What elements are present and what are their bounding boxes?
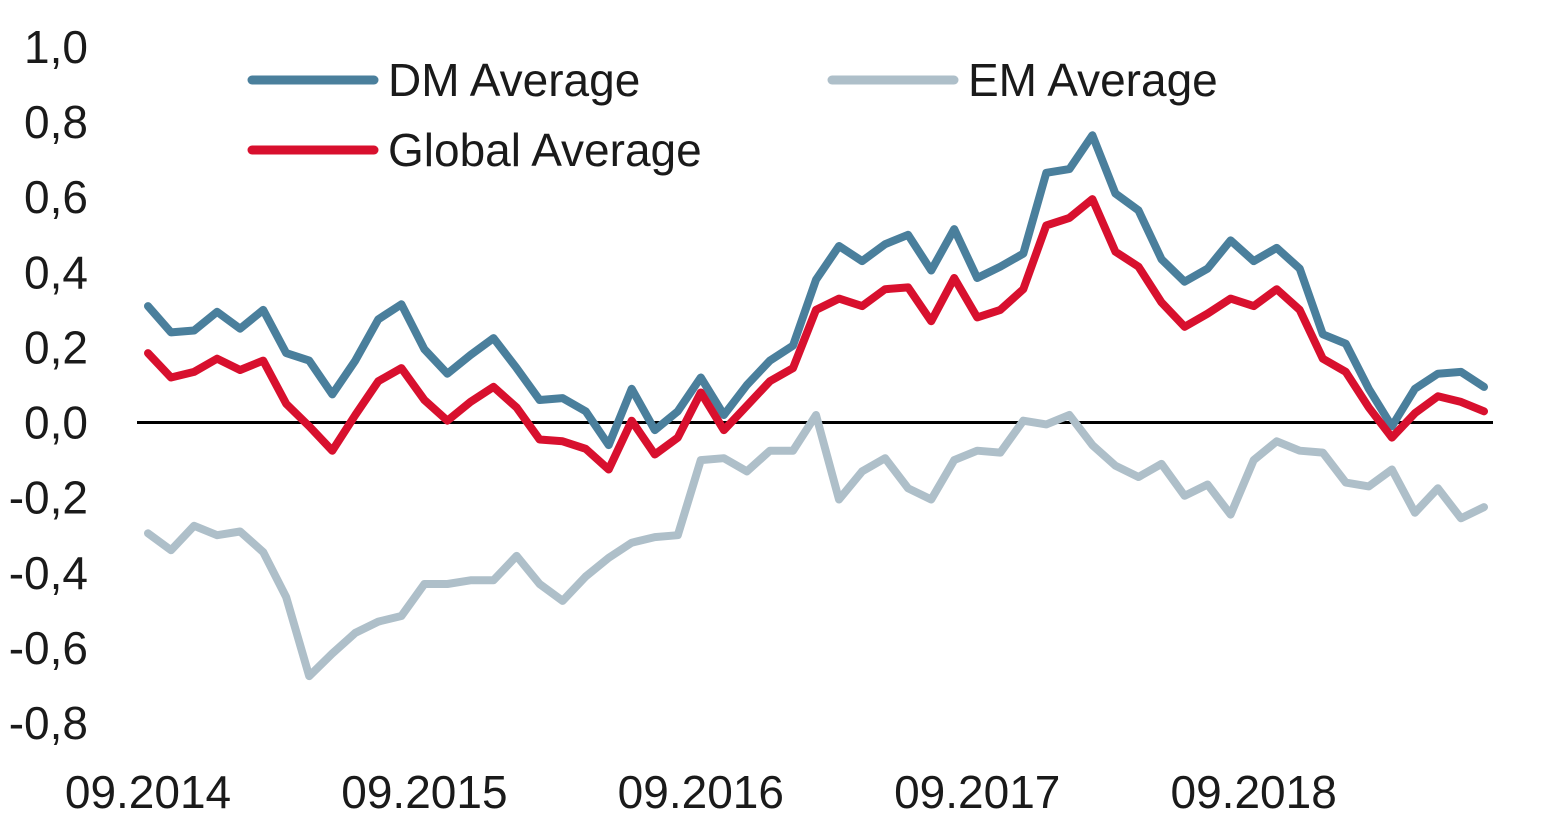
legend: DM Average EM Average Global Average <box>247 54 1218 176</box>
x-tick-label: 09.2016 <box>618 766 784 818</box>
y-tick-label: 1,0 <box>24 21 88 73</box>
y-tick-label: 0,6 <box>24 171 88 223</box>
x-tick-label: 09.2015 <box>341 766 507 818</box>
x-tick-label: 09.2017 <box>894 766 1060 818</box>
legend-label-dm-average: DM Average <box>388 54 640 106</box>
series-lines <box>144 131 1488 681</box>
y-axis-ticks: 1,0 0,8 0,6 0,4 0,2 0,0 -0,2 -0,4 -0,6 -0,8 <box>9 21 88 749</box>
series-line-dm-average <box>144 131 1488 450</box>
series-line-em-average <box>144 411 1488 681</box>
x-tick-label: 09.2018 <box>1171 766 1337 818</box>
y-tick-label: 0,4 <box>24 246 88 298</box>
series-line-global-average <box>144 195 1488 474</box>
y-tick-label: -0,4 <box>9 547 88 599</box>
y-tick-label: 0,0 <box>24 397 88 449</box>
y-tick-label: -0,6 <box>9 622 88 674</box>
x-axis-ticks: 09.2014 09.2015 09.2016 09.2017 09.2018 <box>65 766 1337 818</box>
x-tick-label: 09.2014 <box>65 766 231 818</box>
y-tick-label: -0,8 <box>9 697 88 749</box>
y-tick-label: 0,2 <box>24 321 88 373</box>
y-tick-label: -0,2 <box>9 472 88 524</box>
y-tick-label: 0,8 <box>24 96 88 148</box>
legend-label-em-average: EM Average <box>968 54 1218 106</box>
legend-label-global-average: Global Average <box>388 124 702 176</box>
